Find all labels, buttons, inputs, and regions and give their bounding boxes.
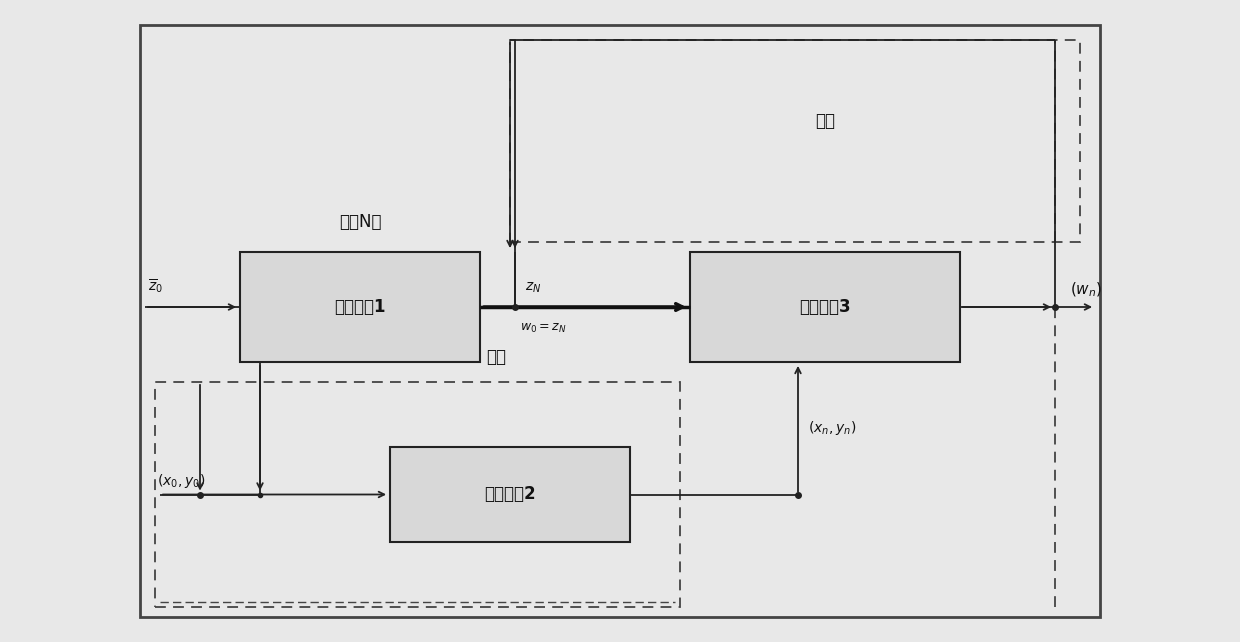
Text: $(x_0, y_0)$: $(x_0, y_0)$ bbox=[157, 471, 206, 489]
Text: 延时: 延时 bbox=[815, 112, 835, 130]
Text: 第三映射3: 第三映射3 bbox=[800, 298, 851, 316]
Text: $(w_n)$: $(w_n)$ bbox=[1070, 281, 1102, 299]
Text: $(x_n, y_n)$: $(x_n, y_n)$ bbox=[808, 419, 857, 437]
Text: 迭代N次: 迭代N次 bbox=[339, 213, 381, 231]
Bar bbox=[155, 382, 680, 607]
Bar bbox=[391, 447, 630, 542]
Text: 第二映射2: 第二映射2 bbox=[484, 485, 536, 503]
Bar bbox=[241, 252, 480, 362]
Text: 第一映射1: 第一映射1 bbox=[335, 298, 386, 316]
Text: 延时: 延时 bbox=[486, 348, 506, 366]
Text: $\overline{z}_0$: $\overline{z}_0$ bbox=[148, 277, 162, 295]
Bar bbox=[510, 40, 1080, 242]
Bar bbox=[689, 252, 960, 362]
Text: $w_0 = z_N$: $w_0 = z_N$ bbox=[520, 322, 567, 335]
Text: $z_N$: $z_N$ bbox=[525, 281, 542, 295]
